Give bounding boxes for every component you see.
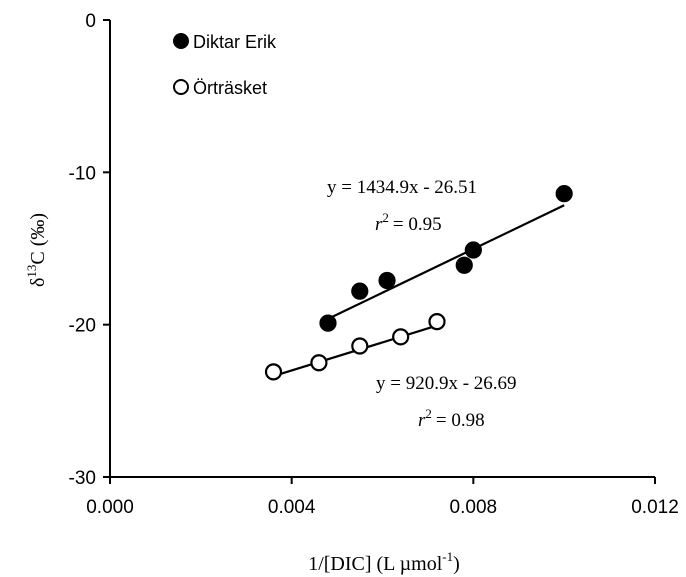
legend-marker-diktar-erik xyxy=(173,33,189,49)
r2-value-ortrasket: = 0.98 xyxy=(436,410,485,431)
x-axis-title: 1/[DIC] (L µmol-1) xyxy=(308,549,460,575)
r2-exponent-ortrasket: 2 xyxy=(425,406,432,421)
r2-symbol-ortrasket: r xyxy=(418,410,426,431)
x-axis-title-suffix: ) xyxy=(453,553,460,575)
equation-diktar-erik: y = 1434.9x - 26.51 xyxy=(327,177,477,198)
x-tick-label: 0.008 xyxy=(450,497,498,518)
data-point-series-0 xyxy=(319,314,337,332)
data-point-series-0 xyxy=(555,185,573,203)
y-tick-label: -10 xyxy=(69,163,96,184)
x-tick-label: 0.004 xyxy=(268,497,316,518)
y-tick-label: 0 xyxy=(85,11,96,32)
fit-line-0 xyxy=(327,204,565,320)
y-axis-title-delta: δ xyxy=(27,278,49,287)
data-point-series-1 xyxy=(351,337,369,355)
r2-diktar-erik: r2 = 0.95 xyxy=(375,210,442,235)
x-tick-label: 0.012 xyxy=(631,497,679,518)
legend-marker-ortrasket xyxy=(173,79,189,95)
y-axis-title-suffix: C (‰) xyxy=(27,213,49,265)
data-point-series-0 xyxy=(464,241,482,259)
legend: Diktar Erik Örträsket xyxy=(173,32,277,98)
r2-value-diktar-erik: = 0.95 xyxy=(393,214,442,235)
data-point-series-1 xyxy=(428,313,446,331)
x-axis-title-prefix: 1/[DIC] (L µmol xyxy=(308,553,443,575)
x-axis-title-sup: -1 xyxy=(442,549,453,564)
y-tick-label: -20 xyxy=(69,316,96,337)
data-point-series-1 xyxy=(310,354,328,372)
y-axis-title: δ13C (‰) xyxy=(24,213,49,287)
legend-label-diktar-erik: Diktar Erik xyxy=(193,32,277,52)
equation-ortrasket: y = 920.9x - 26.69 xyxy=(376,373,517,394)
data-point-series-0 xyxy=(378,271,396,290)
y-axis-title-sup: 13 xyxy=(24,265,39,278)
x-tick-label: 0.000 xyxy=(86,497,134,518)
data-point-series-1 xyxy=(264,363,283,381)
r2-ortrasket: r2 = 0.98 xyxy=(418,406,485,431)
r2-symbol-diktar-erik: r xyxy=(375,214,383,235)
r2-exponent-diktar-erik: 2 xyxy=(382,210,389,225)
data-point-series-0 xyxy=(455,256,473,274)
data-point-series-1 xyxy=(392,328,410,346)
legend-label-ortrasket: Örträsket xyxy=(193,78,267,98)
y-tick-label: -30 xyxy=(69,468,96,489)
data-point-series-0 xyxy=(351,282,369,300)
